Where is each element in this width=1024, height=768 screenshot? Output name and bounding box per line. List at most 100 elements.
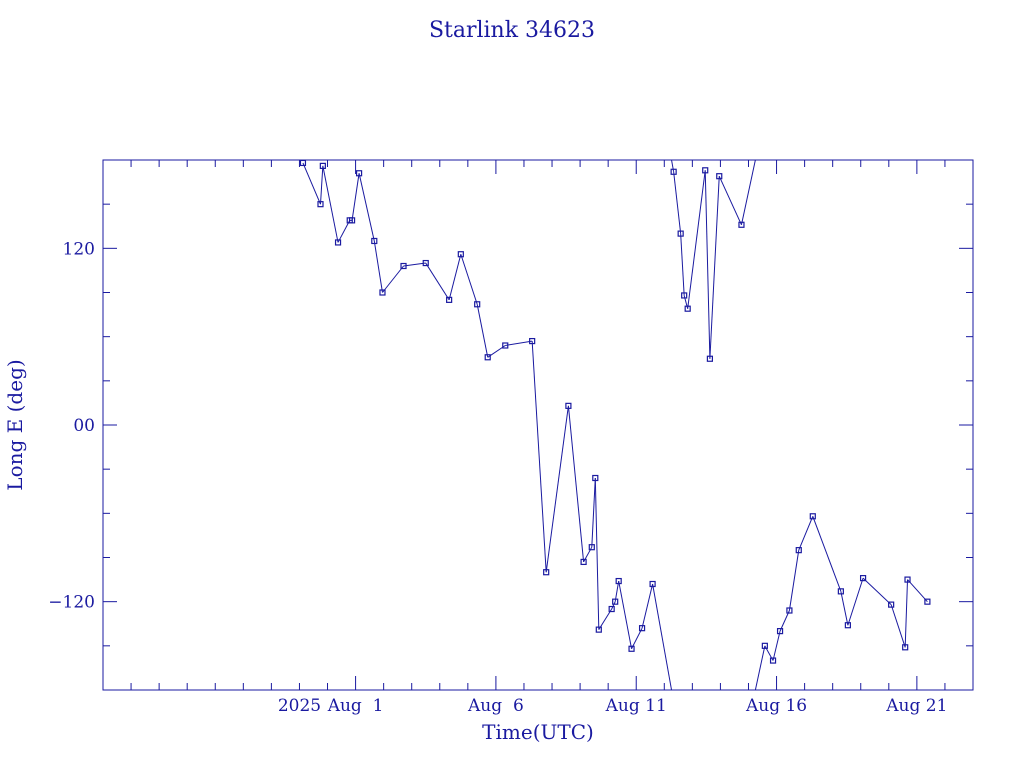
- series-segment: [425, 262, 450, 301]
- series-segment: [652, 583, 673, 690]
- data-point: [334, 239, 342, 246]
- data-point: [684, 305, 691, 312]
- y-tick-label: −120: [48, 593, 95, 613]
- series-segment: [591, 477, 596, 548]
- series-segment: [840, 591, 849, 626]
- data-point: [580, 558, 587, 566]
- series-segment: [351, 173, 360, 221]
- data-point: [422, 259, 429, 267]
- data-point: [649, 580, 656, 588]
- data-point: [543, 569, 550, 576]
- series-segment: [460, 254, 478, 305]
- data-point: [588, 544, 595, 551]
- series-segment: [631, 627, 643, 650]
- y-tick-label: 00: [73, 416, 95, 436]
- series-segment: [779, 610, 790, 632]
- data-point: [859, 575, 867, 582]
- data-point: [379, 289, 386, 296]
- data-point: [786, 607, 793, 614]
- data-point: [400, 262, 407, 270]
- data-point: [844, 622, 851, 629]
- data-point: [638, 625, 646, 632]
- axis-ticks: −120 00 120 Aug 1 Aug 6 Aug 11 Aug 16 Aug 21 202…: [48, 160, 973, 716]
- data-point: [795, 547, 802, 554]
- x-axis-label: Time(UTC): [482, 720, 594, 744]
- data-point: [319, 162, 326, 169]
- series-segment: [754, 645, 766, 690]
- series-segment: [545, 405, 569, 573]
- x-tick-label: Aug 21: [885, 696, 947, 716]
- data-point: [702, 167, 709, 174]
- data-point: [457, 251, 464, 258]
- data-point: [837, 588, 844, 595]
- series-segment: [641, 583, 654, 629]
- data-point: [888, 601, 895, 608]
- series-segment: [337, 220, 351, 243]
- data-point: [608, 605, 615, 613]
- series-segment: [798, 516, 814, 551]
- data-point: [299, 160, 307, 167]
- x-tick-label: Aug 6: [467, 696, 524, 716]
- data-point: [446, 296, 453, 303]
- data-point: [670, 168, 677, 175]
- chart-title: Starlink 34623: [429, 18, 595, 43]
- series-segment: [772, 630, 781, 661]
- series-segment: [594, 477, 600, 630]
- data-point: [716, 173, 723, 180]
- series-segment: [740, 160, 756, 225]
- series-segment: [907, 579, 928, 603]
- data-point: [628, 645, 635, 652]
- series-segment: [847, 577, 864, 626]
- series-segment: [680, 233, 685, 296]
- data-point: [769, 657, 777, 664]
- series-segment: [567, 405, 585, 562]
- y-axis-label: Long E (deg): [3, 359, 27, 490]
- series-segment: [302, 162, 321, 205]
- series-segment: [382, 265, 404, 293]
- data-point: [902, 644, 909, 651]
- series-segment: [709, 176, 720, 359]
- x-tick-label: Aug 16: [745, 696, 807, 716]
- series-segment: [320, 165, 324, 205]
- y-tick-label: 120: [63, 239, 95, 259]
- data-point: [776, 628, 784, 635]
- series-segment: [322, 165, 339, 243]
- data-point: [474, 301, 481, 308]
- data-point: [615, 577, 622, 585]
- data-point: [904, 576, 911, 583]
- data-point: [706, 355, 713, 362]
- series-segment: [704, 170, 711, 359]
- series-segment: [448, 254, 462, 300]
- series-segment: [403, 262, 426, 267]
- data-point: [595, 626, 602, 633]
- series-segment: [373, 240, 383, 293]
- series-segment: [904, 579, 909, 648]
- data-point: [681, 292, 688, 299]
- series-segment: [531, 341, 547, 573]
- data-point: [317, 201, 324, 208]
- series-segment: [505, 340, 533, 346]
- series-segment: [671, 160, 675, 172]
- data-point: [592, 474, 599, 482]
- data-point: [348, 217, 356, 224]
- data-point: [612, 598, 619, 605]
- series-segment: [614, 580, 620, 602]
- series-segment: [718, 175, 742, 225]
- series-segment: [687, 170, 706, 309]
- data-point: [502, 342, 509, 349]
- data-point: [565, 402, 572, 409]
- series-segment: [890, 604, 906, 648]
- plot-frame: [102, 159, 974, 691]
- x-tick-label: Aug 11: [605, 696, 667, 716]
- series-layer: [299, 160, 931, 690]
- data-point: [529, 337, 536, 345]
- series-segment: [862, 577, 892, 605]
- series-segment: [812, 516, 842, 592]
- x-tick-label: Aug 1: [327, 696, 384, 716]
- data-point: [355, 170, 363, 177]
- data-point: [677, 230, 684, 237]
- series-segment: [673, 171, 682, 234]
- series-segment: [788, 550, 800, 611]
- data-point: [809, 513, 816, 520]
